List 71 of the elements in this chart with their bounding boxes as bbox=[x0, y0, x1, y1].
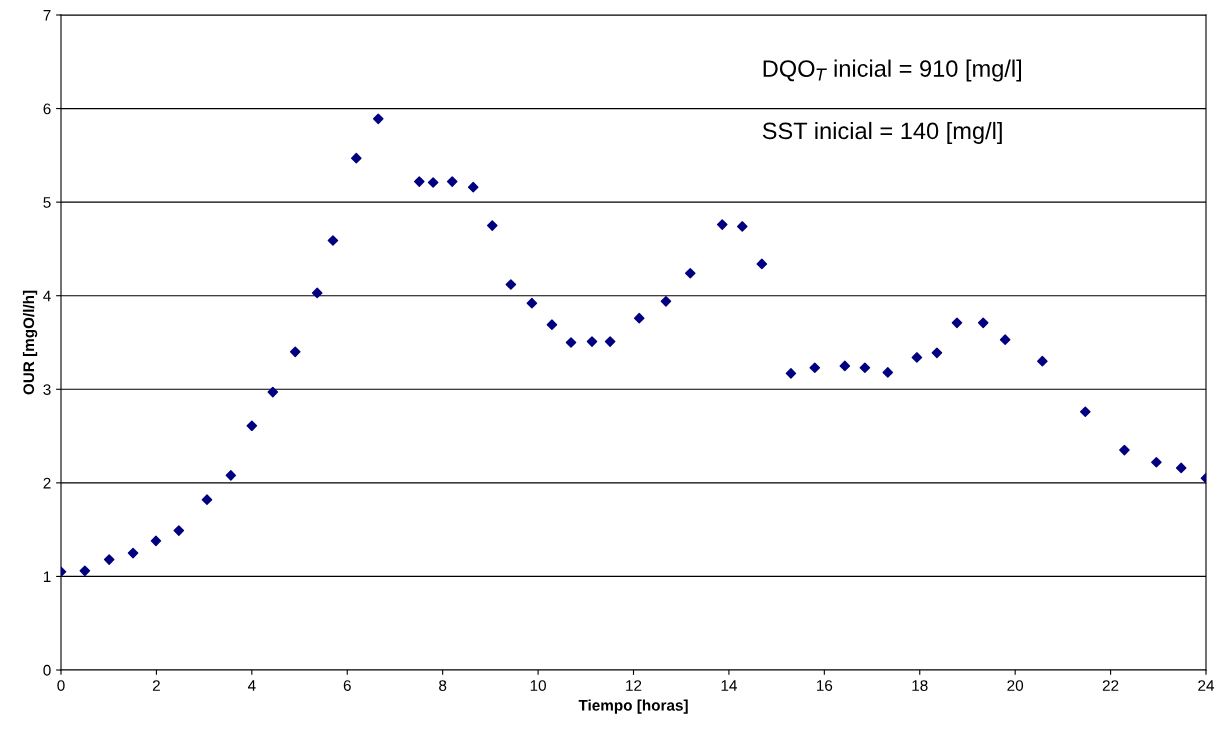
x-tick-label: 22 bbox=[1102, 680, 1119, 691]
point bbox=[486, 220, 498, 231]
point bbox=[586, 336, 598, 347]
point bbox=[931, 347, 943, 359]
point bbox=[1037, 355, 1048, 367]
point bbox=[526, 297, 538, 309]
point bbox=[289, 346, 301, 358]
point bbox=[327, 235, 339, 246]
x-tick-label: 4 bbox=[247, 680, 256, 691]
point bbox=[505, 279, 517, 290]
point bbox=[1079, 406, 1091, 418]
point bbox=[1119, 444, 1130, 456]
y-tick-label: 5 bbox=[43, 197, 51, 208]
point bbox=[127, 547, 139, 559]
x-tick-label: 20 bbox=[1007, 680, 1024, 691]
point bbox=[736, 221, 748, 232]
point bbox=[785, 368, 797, 379]
x-tick-label: 16 bbox=[817, 680, 833, 691]
point bbox=[201, 494, 213, 506]
point bbox=[756, 258, 768, 270]
y-tick-label: 6 bbox=[43, 103, 51, 115]
point bbox=[79, 565, 91, 577]
y-tick-label: 2 bbox=[43, 477, 51, 489]
point bbox=[565, 337, 577, 348]
point bbox=[839, 360, 851, 372]
y-tick-label: 7 bbox=[43, 10, 51, 21]
point bbox=[999, 334, 1011, 345]
annotation: SST inicial = 140 [mg/l] bbox=[762, 121, 1002, 144]
y-tick-label: 3 bbox=[43, 384, 51, 395]
y-tick-label: 4 bbox=[43, 290, 51, 302]
point bbox=[809, 362, 821, 374]
point bbox=[413, 176, 425, 187]
x-tick-label: 6 bbox=[343, 680, 351, 691]
point bbox=[427, 177, 439, 188]
point bbox=[546, 319, 558, 331]
point bbox=[446, 176, 458, 187]
point bbox=[716, 219, 728, 230]
point bbox=[246, 420, 258, 432]
point bbox=[977, 317, 989, 329]
point bbox=[311, 287, 323, 299]
x-tick-label: 8 bbox=[439, 680, 447, 691]
x-tick-label: 2 bbox=[152, 680, 160, 691]
point bbox=[173, 525, 185, 536]
point bbox=[882, 367, 894, 378]
point bbox=[1151, 456, 1162, 468]
point bbox=[150, 535, 162, 547]
point bbox=[351, 152, 362, 164]
x-tick-label: 18 bbox=[912, 680, 928, 691]
point bbox=[467, 181, 479, 193]
y-tick-label: 1 bbox=[43, 571, 51, 582]
point bbox=[604, 336, 616, 347]
x-tick-label: 12 bbox=[626, 680, 642, 691]
point bbox=[633, 312, 645, 324]
point bbox=[267, 386, 279, 398]
y-axis-title: OUR [mgO/l/h] bbox=[22, 290, 38, 395]
point bbox=[911, 352, 923, 363]
point bbox=[1175, 462, 1187, 474]
x-axis-title: Tiempo [horas] bbox=[578, 699, 688, 714]
y-tick-label: 0 bbox=[43, 664, 51, 676]
x-tick-label: 24 bbox=[1198, 680, 1215, 691]
point bbox=[684, 267, 696, 279]
point bbox=[225, 470, 237, 481]
point bbox=[660, 296, 672, 307]
point bbox=[372, 113, 384, 125]
x-tick-label: 14 bbox=[721, 680, 737, 691]
point bbox=[859, 362, 871, 374]
x-tick-label: 0 bbox=[57, 680, 65, 691]
point bbox=[951, 317, 963, 329]
annotation: DQO$_{T}$ inicial = 910 [mg/l] bbox=[763, 59, 1022, 82]
x-tick-label: 10 bbox=[530, 680, 546, 691]
point bbox=[103, 554, 115, 565]
